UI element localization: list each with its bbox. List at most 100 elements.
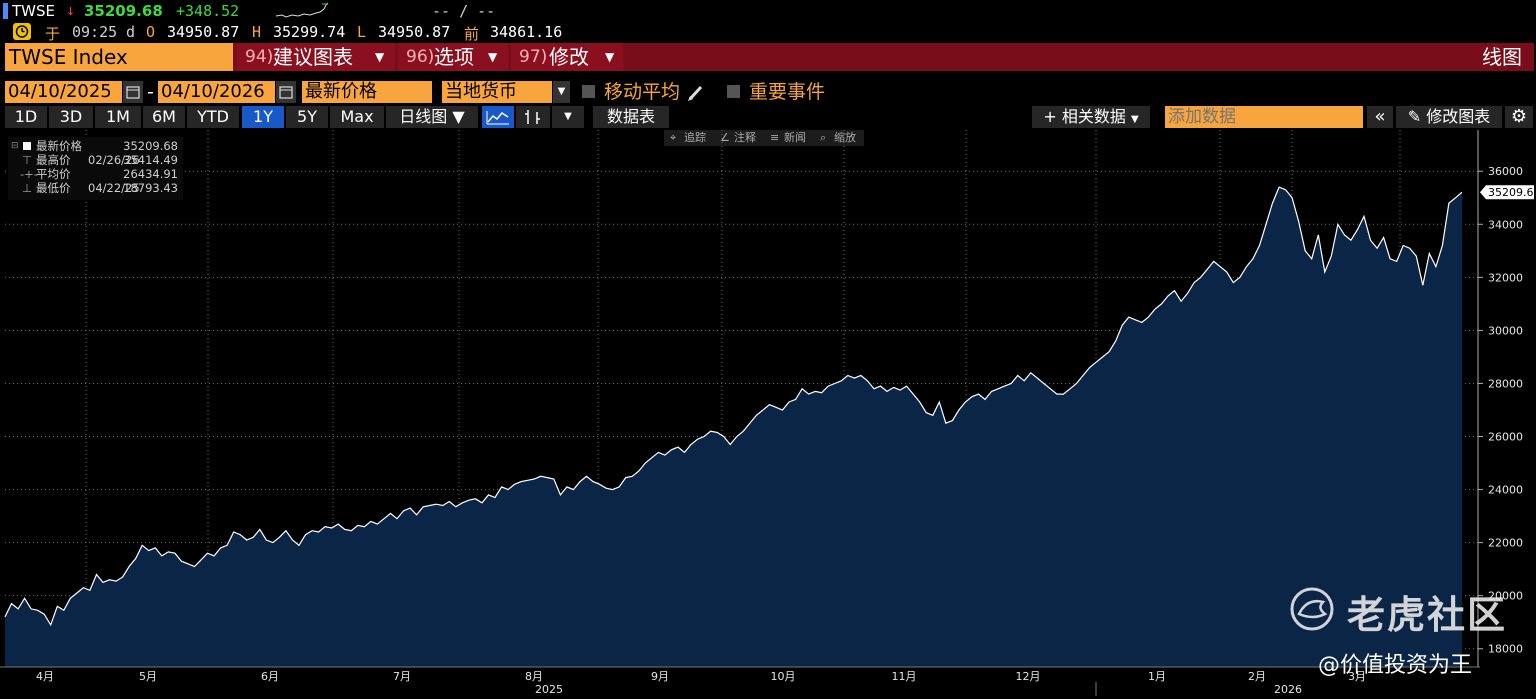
key-events-label: 重要事件: [749, 81, 826, 103]
low-value: 34950.87: [378, 23, 451, 41]
ticker-row: TWSE ↓ 35209.68 +348.52 -- / --: [0, 0, 1536, 22]
high-label: H: [252, 23, 262, 41]
x-tick-label: 7月: [393, 670, 411, 683]
quote-row: 于 09:25 d O 34950.87 H 35299.74 L 34950.…: [0, 22, 1536, 43]
x-tick-label: 11月: [892, 670, 917, 683]
legend-date: 04/22/25: [88, 181, 140, 195]
frequency-select[interactable]: 日线图 ▼: [386, 106, 478, 128]
x-tick-label: 12月: [1016, 670, 1041, 683]
zoom-tool[interactable]: 缩放: [834, 131, 856, 144]
line-chart-icon[interactable]: [482, 106, 514, 128]
range-tab-6m[interactable]: 6M: [143, 106, 185, 128]
pencil-icon[interactable]: [686, 81, 706, 103]
options-menu[interactable]: 96) 选项 ▼: [398, 43, 508, 71]
chart-toolbar: ⌖ 追踪 ∠ 注释 ≡ 新闻 ⌕ 缩放: [664, 130, 864, 146]
legend-last[interactable]: ⊟ 最新价格 35209.68: [8, 139, 183, 153]
range-tab-5y[interactable]: 5Y: [286, 106, 328, 128]
y-tick-label: 30000: [1488, 324, 1523, 337]
legend-high: ⊤ 最高价 02/26/26 35414.49: [8, 153, 183, 167]
crosshair-icon[interactable]: ⌖: [670, 131, 677, 144]
x-tick-label: 10月: [771, 670, 796, 683]
key-events-checkbox[interactable]: [727, 85, 740, 98]
data-table-button[interactable]: 数据表: [593, 106, 669, 128]
legend-date: 02/26/26: [88, 153, 140, 167]
news-tool[interactable]: 新闻: [784, 131, 806, 144]
tiger-community-watermark: 老虎社区: [1285, 578, 1525, 638]
menu-label: 修改: [549, 45, 589, 69]
chevron-down-icon[interactable]: ▼: [553, 81, 570, 103]
legend-average: -+- 平均价 26434.91: [8, 167, 183, 181]
legend-label: 最高价: [36, 153, 71, 167]
x-tick-label: 8月: [525, 670, 543, 683]
author-credit: @价值投资为王: [1318, 653, 1473, 678]
time-prefix: 于: [45, 25, 61, 43]
price-chart[interactable]: 18000 20000 22000 24000 26000 28000 30000 32000…: [0, 130, 1536, 699]
start-date-input[interactable]: 04/10/2025: [5, 81, 122, 103]
calendar-icon[interactable]: [276, 81, 296, 103]
moving-average-label: 移动平均: [604, 81, 681, 103]
legend-label: 平均价: [36, 167, 71, 181]
chevron-down-icon: ▼: [375, 50, 385, 64]
prev-label: 前: [464, 25, 480, 43]
open-value: 34950.87: [167, 23, 240, 41]
zoom-icon[interactable]: ⌕: [820, 131, 827, 144]
chart-type-label: 线图: [1482, 45, 1522, 69]
double-chevron-left-icon[interactable]: «: [1367, 106, 1393, 128]
price-field-select[interactable]: 最新价格: [302, 81, 432, 103]
y-tick-label: 20000: [1488, 590, 1523, 603]
legend-label: 最低价: [36, 181, 71, 195]
minus-icon: ⊟: [11, 141, 19, 151]
tiger-logo-icon: [1290, 587, 1334, 631]
legend-value: 35414.49: [123, 153, 178, 167]
related-data-menu[interactable]: + 相关数据 ▼: [1032, 106, 1150, 128]
range-tab-ytd[interactable]: YTD: [187, 106, 239, 128]
annotate-icon[interactable]: ∠: [720, 131, 730, 144]
net-change: +348.52: [176, 2, 240, 20]
quote-time: 09:25: [72, 23, 118, 41]
range-tab-3d[interactable]: 3D: [49, 106, 93, 128]
gear-icon[interactable]: ⚙: [1505, 106, 1533, 128]
calendar-icon[interactable]: [123, 81, 143, 103]
annotate-tool[interactable]: 注释: [734, 131, 756, 144]
high-value: 35299.74: [273, 23, 346, 41]
add-data-input[interactable]: [1165, 106, 1363, 128]
down-arrow-icon: ↓: [66, 1, 76, 19]
suggested-charts-menu[interactable]: 94) 建议图表 ▼: [237, 43, 395, 71]
x-tick-label: 4月: [36, 670, 54, 683]
range-tab-1m[interactable]: 1M: [95, 106, 141, 128]
moving-average-checkbox[interactable]: [582, 85, 595, 98]
end-date-input[interactable]: 04/10/2026: [158, 81, 275, 103]
x-tick-label: 1月: [1148, 670, 1166, 683]
legend-label: 最新价格: [36, 139, 82, 153]
date-separator: -: [147, 81, 154, 103]
chevron-down-icon: ▼: [1130, 114, 1139, 125]
pencil-icon: ✎: [1407, 107, 1422, 126]
y-tick-label: 32000: [1488, 271, 1523, 284]
track-tool[interactable]: 追踪: [684, 131, 706, 144]
edit-chart-button[interactable]: ✎ 修改图表: [1396, 106, 1502, 128]
y-tick-label: 24000: [1488, 484, 1523, 497]
menu-label: 选项: [434, 45, 474, 69]
price-axis: 18000 20000 22000 24000 26000 28000 30000 32000…: [1477, 130, 1536, 667]
open-label: O: [146, 23, 156, 41]
d-label: d: [126, 23, 136, 41]
range-tab-1d[interactable]: 1D: [5, 106, 47, 128]
edit-menu[interactable]: 97) 修改 ▼: [511, 43, 623, 71]
news-icon[interactable]: ≡: [770, 131, 780, 144]
legend-value: 35209.68: [123, 139, 178, 153]
security-name[interactable]: TWSE Index: [5, 43, 233, 71]
y-tick-label: 18000: [1488, 643, 1523, 656]
range-tab-max[interactable]: Max: [330, 106, 384, 128]
bar-chart-icon[interactable]: [516, 106, 550, 128]
y-tick-label: 28000: [1488, 377, 1523, 390]
year-label: 2025: [535, 683, 563, 696]
last-price: 35209.68: [84, 2, 163, 20]
high-marker-icon: ⊤: [22, 153, 33, 167]
legend-low: ⊥ 最低价 04/22/25 18793.43: [8, 181, 183, 195]
menu-number: 97): [519, 47, 548, 67]
chevron-down-icon[interactable]: ▼: [552, 106, 584, 128]
range-tab-1y[interactable]: 1Y: [242, 106, 284, 128]
last-price-tag: [1480, 185, 1534, 200]
currency-select[interactable]: 当地货币: [442, 81, 552, 103]
chevron-down-icon: ▼: [488, 50, 498, 64]
